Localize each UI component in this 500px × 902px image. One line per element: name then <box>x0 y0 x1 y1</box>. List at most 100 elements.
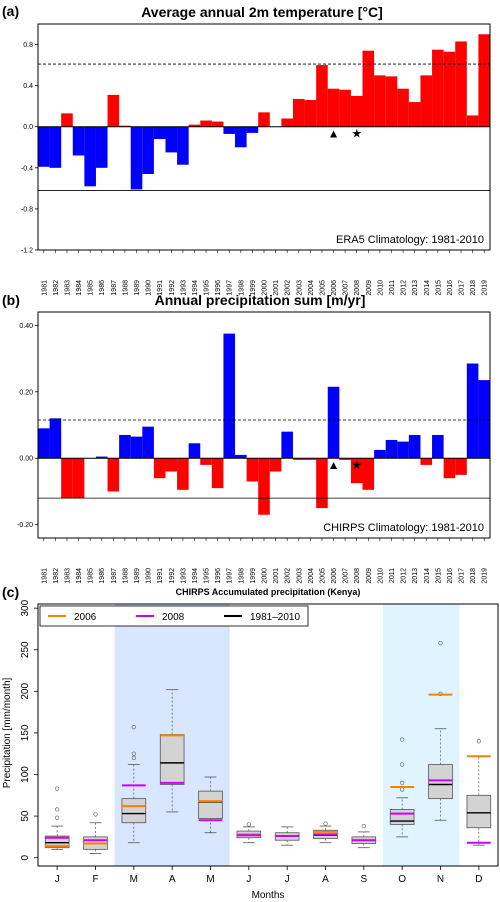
box-2 <box>121 798 147 824</box>
xtick-label: 2010 <box>377 568 384 584</box>
bar-1981 <box>38 428 50 459</box>
bar-2003 <box>292 458 305 460</box>
bar-2016 <box>443 51 456 127</box>
bar-1984 <box>72 458 85 499</box>
bar-1988 <box>119 125 131 127</box>
bar-1981 <box>38 126 50 167</box>
panel-b-label: (b) <box>2 292 20 308</box>
ytick-label: 100 <box>20 766 31 783</box>
bar-2017 <box>455 41 467 127</box>
bar-2011 <box>385 439 398 459</box>
marker-2008: ★ <box>351 127 362 141</box>
bar-2001 <box>269 458 282 472</box>
bar-2005 <box>316 65 328 127</box>
legend-label-2: 1981–2010 <box>250 612 300 623</box>
bar-2000 <box>258 458 270 515</box>
xtick-label: 2017 <box>459 568 466 584</box>
xtick-label: 1987 <box>111 280 118 296</box>
xtick-label: 1994 <box>192 280 199 296</box>
xtick-label: 2007 <box>343 280 350 296</box>
xtick-label: 1993 <box>180 280 187 296</box>
marker-2008: ★ <box>351 458 362 472</box>
xtick-label: 2018 <box>470 568 477 584</box>
xtick-label: M <box>130 874 138 885</box>
bar-1999 <box>246 126 259 133</box>
bar-1998 <box>235 126 247 148</box>
outlier-point <box>55 786 60 791</box>
bar-1996 <box>211 121 224 127</box>
legend: 2006 2008 1981–2010 <box>39 605 309 627</box>
xtick-label: 2004 <box>308 280 315 296</box>
xtick-label: 1993 <box>180 568 187 584</box>
outlier-point <box>400 737 405 742</box>
xtick-label: 2013 <box>412 280 419 296</box>
bar-1987 <box>107 458 120 492</box>
xtick-label: 2006 <box>331 280 338 296</box>
bar-1993 <box>177 458 189 490</box>
bar-1983 <box>61 113 73 127</box>
panel-b-title: Annual precipitation sum [m/yr] <box>155 292 366 308</box>
panel-c-boxplot: (c) CHIRPS Accumulated precipitation (Ke… <box>2 584 499 901</box>
bar-2010 <box>374 449 386 459</box>
xtick-label: 2012 <box>401 568 408 584</box>
xtick-label: 2002 <box>285 568 292 584</box>
bar-1983 <box>61 458 73 499</box>
xtick-label: 2014 <box>424 280 431 296</box>
xtick-label: 1997 <box>227 568 234 584</box>
outlier-point <box>476 739 481 744</box>
xtick-label: 1998 <box>238 568 245 584</box>
xtick-label: 1996 <box>215 280 222 296</box>
bar-1996 <box>211 458 224 489</box>
bar-1993 <box>177 126 189 165</box>
xtick-label: 2019 <box>482 280 489 296</box>
box-10 <box>428 764 453 800</box>
xtick-label: 1995 <box>204 568 211 584</box>
outlier-point <box>323 821 328 826</box>
xtick-label: 2010 <box>377 280 384 296</box>
outlier-point <box>55 807 60 812</box>
ytick-label: 200 <box>20 683 31 700</box>
xtick-label: 2011 <box>389 280 396 295</box>
xtick-label: 2011 <box>389 568 396 583</box>
xtick-label: 1992 <box>169 568 176 584</box>
bar-1987 <box>107 94 120 127</box>
xtick-label: A <box>169 874 176 885</box>
panel-a-label: (a) <box>2 3 19 19</box>
bar-2009 <box>362 458 375 490</box>
bar-2002 <box>281 431 293 459</box>
bar-2017 <box>455 458 467 475</box>
outlier-point <box>131 755 136 760</box>
outlier-point <box>131 724 136 730</box>
bar-1994 <box>188 124 201 127</box>
bar-2015 <box>432 49 444 127</box>
xtick-label: 1991 <box>157 280 164 296</box>
outlier-point <box>246 822 251 827</box>
bar-1986 <box>95 126 108 168</box>
xtick-label: 2000 <box>262 280 269 296</box>
xtick-label: 2016 <box>447 280 454 296</box>
bar-1982 <box>49 418 62 459</box>
bar-2004 <box>304 458 317 460</box>
bar-2008 <box>350 458 363 484</box>
bar-1989 <box>130 436 143 459</box>
bar-1994 <box>188 443 201 459</box>
bar-2014 <box>420 75 433 127</box>
xtick-label: 2017 <box>459 280 466 296</box>
box-3 <box>159 734 185 785</box>
xtick-label: D <box>475 874 482 885</box>
ytick-label: -1.2 <box>21 248 33 255</box>
outlier-point <box>361 823 366 829</box>
legend-label-1: 2008 <box>162 612 185 623</box>
bar-2010 <box>374 75 386 127</box>
bar-2014 <box>420 458 433 465</box>
xtick-label: 2000 <box>262 568 269 584</box>
xtick-label: 2019 <box>482 568 489 584</box>
ytick-label: 0.40 <box>19 323 33 330</box>
xtick-label: 2009 <box>366 568 373 584</box>
xtick-label: 1983 <box>64 568 71 584</box>
xtick-label: 1985 <box>88 280 95 296</box>
marker-2006: ▲ <box>328 127 340 141</box>
xtick-label: 1999 <box>250 568 257 584</box>
bar-1982 <box>49 126 62 168</box>
